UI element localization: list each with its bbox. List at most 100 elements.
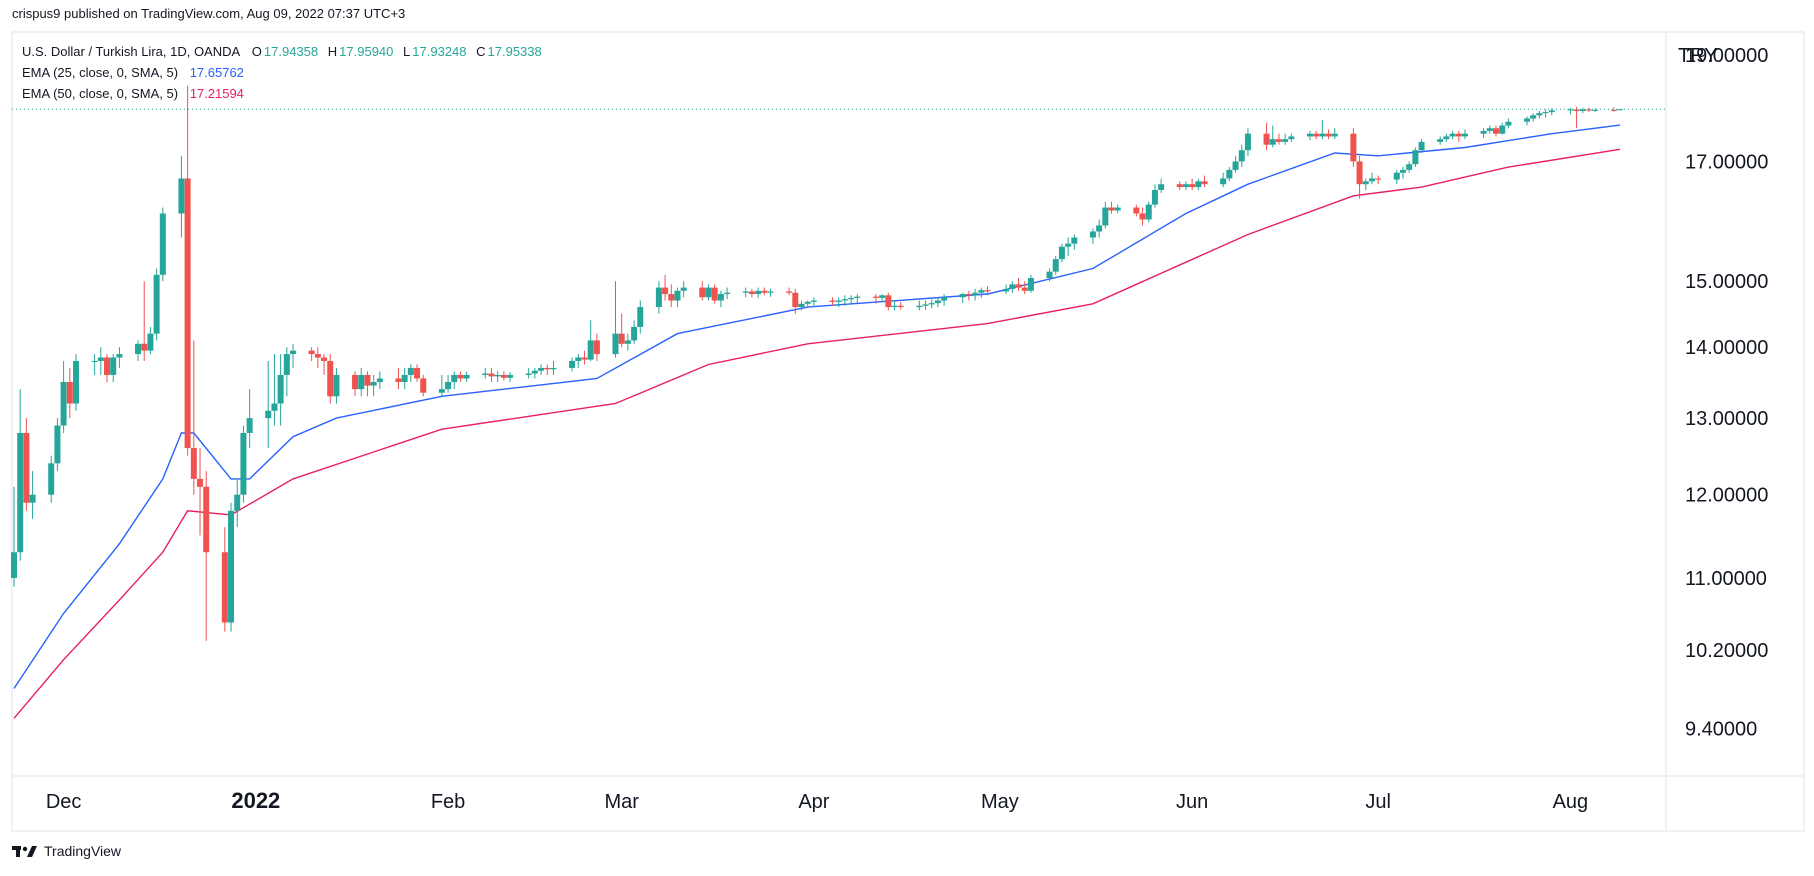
candle-body: [841, 299, 848, 301]
candle-body: [234, 494, 241, 511]
candle: [786, 287, 793, 296]
candle: [612, 281, 619, 358]
legend-close-value: 17.95338: [487, 44, 542, 59]
candle: [407, 364, 414, 383]
candle: [1412, 147, 1419, 168]
candle: [1288, 133, 1295, 142]
candle: [1046, 268, 1053, 282]
candle-body: [48, 463, 55, 495]
candle: [1065, 237, 1072, 257]
candle-body: [147, 333, 154, 351]
candle-body: [705, 287, 712, 298]
candle: [755, 287, 762, 298]
candle: [1096, 219, 1103, 238]
candle: [401, 367, 408, 390]
candle-body: [717, 294, 724, 301]
candle-body: [680, 287, 687, 291]
candle-body: [804, 301, 811, 304]
price-tick-label: 15.00000: [1685, 271, 1768, 293]
legend-open-value: 17.94358: [263, 44, 319, 59]
candle: [1052, 256, 1059, 275]
candle-body: [401, 374, 408, 383]
candle-body: [767, 291, 774, 293]
candle: [23, 418, 30, 511]
candle: [234, 478, 241, 528]
candle-body: [872, 296, 879, 298]
candle-body: [525, 373, 532, 375]
candle-body: [1542, 112, 1549, 114]
legend-ema50-value: 17.21594: [189, 86, 244, 101]
candle: [1151, 184, 1158, 208]
candle: [829, 297, 836, 306]
time-tick-label: Jun: [1176, 791, 1208, 813]
candle-body: [1244, 133, 1251, 151]
candle-body: [141, 343, 148, 351]
candle: [277, 354, 284, 426]
candle-body: [116, 354, 123, 358]
candle: [1350, 128, 1357, 168]
candle-body: [1096, 225, 1103, 232]
candle-body: [978, 290, 985, 293]
candle-body: [965, 294, 972, 296]
candle: [1313, 130, 1320, 140]
price-axis[interactable]: 19.00000 17.00000 15.00000 14.00000 13.00000…: [1685, 45, 1768, 740]
candle-body: [848, 297, 855, 300]
candle-body: [1220, 178, 1227, 185]
candle-body: [1269, 139, 1276, 145]
candle-body: [928, 303, 935, 305]
candle-body: [1313, 133, 1320, 137]
candle-body: [407, 367, 414, 375]
candle: [1585, 107, 1592, 113]
candle: [283, 347, 290, 397]
candle-body: [352, 374, 359, 390]
price-tick-label: 9.40000: [1685, 718, 1757, 740]
candle: [879, 294, 886, 302]
candle-body: [438, 389, 445, 393]
candle: [1071, 234, 1078, 250]
candle-body: [283, 354, 290, 375]
candle: [290, 343, 297, 368]
candle-body: [184, 178, 191, 449]
candle-body: [922, 304, 929, 306]
candle-body: [153, 274, 160, 334]
candle: [327, 354, 334, 404]
candle: [872, 294, 879, 304]
candle: [1139, 207, 1146, 226]
candle: [221, 527, 228, 632]
candle: [1437, 136, 1444, 145]
candle-body: [507, 374, 514, 378]
time-axis[interactable]: Dec 2022 Feb Mar Apr May Jun Jul Aug: [46, 788, 1588, 813]
candle-body: [1275, 139, 1282, 142]
candle: [463, 371, 470, 383]
candle-body: [1102, 207, 1109, 226]
legend-symbol: U.S. Dollar / Turkish Lira, 1D, OANDA: [22, 44, 241, 59]
price-tick-label: 10.20000: [1685, 640, 1768, 662]
candle-body: [1182, 184, 1189, 188]
candle: [1331, 128, 1338, 140]
candle: [17, 389, 24, 561]
candle-body: [228, 510, 235, 623]
candle: [655, 281, 662, 314]
candle-body: [11, 552, 17, 578]
tradingview-footer[interactable]: TradingView: [12, 843, 121, 859]
candle: [631, 320, 638, 344]
candle-body: [110, 357, 117, 375]
currency-label: TRY: [1678, 45, 1718, 67]
candle-body: [1455, 133, 1462, 137]
candle: [73, 354, 80, 411]
chart-frame: [11, 31, 1805, 832]
candle-body: [1046, 271, 1053, 279]
candle: [308, 347, 315, 361]
candle: [54, 418, 61, 472]
candle-body: [1176, 184, 1183, 188]
candle: [1195, 178, 1202, 190]
candle: [1393, 169, 1400, 185]
candle: [494, 370, 501, 383]
price-tick-label: 14.00000: [1685, 337, 1768, 359]
candle-body: [190, 448, 197, 479]
candle-body: [1189, 184, 1196, 188]
candle-body: [1021, 287, 1028, 291]
candle-body: [711, 287, 718, 301]
candle: [1232, 155, 1239, 173]
